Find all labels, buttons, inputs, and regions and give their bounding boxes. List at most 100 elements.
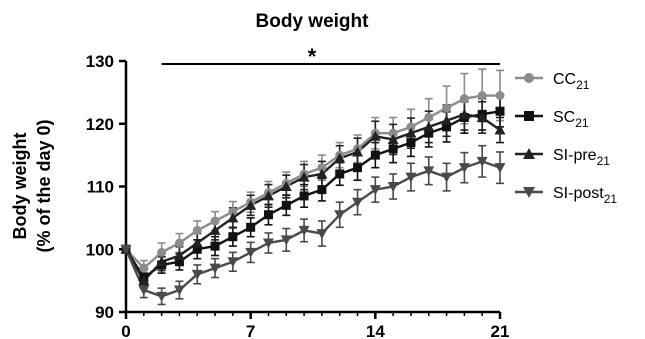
data-point [263, 210, 273, 220]
series-line-si-post [124, 160, 501, 298]
data-point [458, 163, 470, 174]
y-tick-label: 130 [86, 52, 114, 71]
legend-label-name: SI-pre [553, 147, 597, 164]
significance-star: * [308, 44, 317, 69]
data-point [405, 127, 417, 138]
data-point [495, 106, 505, 116]
data-point [334, 152, 346, 163]
data-point [298, 171, 310, 182]
data-point [494, 124, 506, 135]
data-point [192, 225, 202, 235]
series-line-si-pre [124, 113, 501, 283]
data-point [442, 103, 452, 113]
data-point [174, 257, 184, 267]
legend-label-subscript: 21 [604, 192, 618, 206]
legend-item-sc: SC21 [515, 109, 589, 130]
data-point [245, 199, 257, 210]
data-point [262, 238, 274, 249]
data-point [191, 269, 203, 280]
data-point [210, 216, 220, 226]
data-point [227, 212, 239, 223]
legend-marker [523, 148, 535, 159]
data-point [138, 275, 150, 286]
data-point [173, 250, 185, 261]
data-point [191, 237, 203, 248]
data-point [369, 130, 381, 141]
data-point [157, 247, 167, 257]
x-tick-label: 21 [491, 322, 510, 339]
legend-marker [524, 111, 534, 121]
data-point [139, 263, 149, 273]
series-markers-si-post [120, 156, 506, 302]
data-point [245, 247, 257, 258]
data-point [334, 210, 346, 221]
data-point [262, 190, 274, 201]
data-point [317, 163, 327, 173]
data-point [369, 185, 381, 196]
data-point [476, 111, 488, 122]
data-point [495, 91, 505, 101]
y-tick-label: 100 [86, 240, 114, 259]
data-point [388, 128, 398, 138]
data-point [406, 138, 416, 148]
data-point [406, 122, 416, 132]
data-point [352, 146, 364, 157]
data-point [352, 197, 364, 208]
data-point [209, 224, 221, 235]
data-point [138, 285, 150, 296]
data-point [353, 163, 363, 173]
data-point [192, 244, 202, 254]
data-point [316, 168, 328, 179]
plot-area [120, 68, 506, 306]
legend-marker [524, 73, 534, 83]
y-axis-label-line1: Body weight [10, 132, 30, 239]
legend-label: SI-pre21 [553, 147, 610, 168]
data-point [442, 122, 452, 132]
legend-item-si-post: SI-post21 [515, 185, 617, 206]
error-bars-si-post [122, 144, 504, 306]
data-point [173, 285, 185, 296]
legend-label: SC21 [553, 109, 589, 130]
data-point [156, 256, 168, 267]
chart-title: Body weight [256, 11, 370, 32]
data-point [120, 244, 132, 255]
legend-item-cc: CC21 [515, 71, 590, 92]
data-point [281, 200, 291, 210]
data-point [227, 257, 239, 268]
x-tick-label: 0 [121, 322, 130, 339]
legend-label-name: SI-post [553, 185, 604, 202]
data-point [459, 94, 469, 104]
legend-label: SI-post21 [553, 185, 617, 206]
data-point [494, 163, 506, 174]
legend-label-name: CC [553, 71, 576, 88]
data-point [209, 263, 221, 274]
series-line-cc [125, 94, 500, 270]
data-point [174, 238, 184, 248]
legend-label-name: SC [553, 109, 575, 126]
data-point [424, 128, 434, 138]
y-tick-label: 120 [86, 115, 114, 134]
data-point [335, 169, 345, 179]
data-point [316, 229, 328, 240]
data-point [423, 121, 435, 132]
data-point [299, 191, 309, 201]
data-point [317, 185, 327, 195]
data-point [210, 241, 220, 251]
x-tick-label: 7 [246, 322, 255, 339]
x-tick-label: 14 [366, 322, 385, 339]
data-point [387, 182, 399, 192]
axes: 90 100 110 120 130 0 7 14 21 [86, 52, 510, 339]
data-point [387, 133, 399, 144]
data-point [156, 291, 168, 302]
data-point [246, 222, 256, 232]
data-point [441, 115, 453, 126]
data-point [228, 232, 238, 242]
data-point [405, 172, 417, 183]
data-point [441, 172, 453, 183]
y-tick-label: 90 [95, 303, 114, 322]
data-point [458, 108, 470, 119]
data-point [477, 91, 487, 101]
data-point [388, 144, 398, 154]
